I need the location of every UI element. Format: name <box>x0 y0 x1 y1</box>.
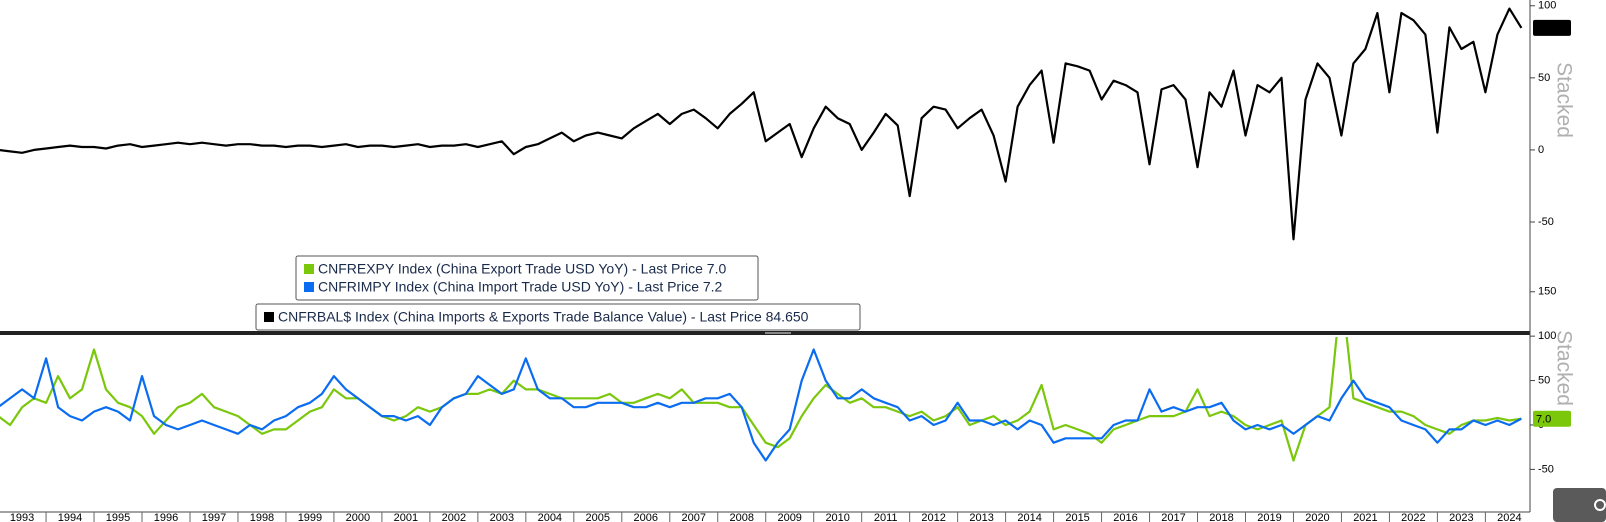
x-tick-label: 2016 <box>1113 512 1137 522</box>
x-tick-label: 1998 <box>250 512 274 522</box>
x-tick-label: 2024 <box>1497 512 1521 522</box>
last-price-label: 84.650 <box>1536 23 1570 35</box>
x-tick-label: 2005 <box>586 512 610 522</box>
x-tick-label: 1996 <box>154 512 178 522</box>
last-price-box <box>1533 19 1571 36</box>
tab-icon[interactable] <box>1553 488 1606 522</box>
x-tick-label: 2017 <box>1161 512 1185 522</box>
x-tick-label: 1994 <box>58 512 82 522</box>
x-tick-label: 2013 <box>969 512 993 522</box>
x-tick-label: 2019 <box>1257 512 1281 522</box>
series-line <box>0 7 1523 241</box>
legend-swatch <box>264 312 274 322</box>
last-price-label: 7.0 <box>1536 414 1551 426</box>
x-tick-label: 2008 <box>729 512 753 522</box>
x-tick-label: 2014 <box>1017 512 1041 522</box>
x-tick-label: 2002 <box>442 512 466 522</box>
y-tick-label: 150 <box>1538 286 1556 298</box>
x-tick-label: 2012 <box>921 512 945 522</box>
x-tick-label: 2010 <box>825 512 849 522</box>
y-tick-label: -50 <box>1538 216 1554 228</box>
x-tick-label: 2006 <box>634 512 658 522</box>
legend-label: CNFRBAL$ Index (China Imports & Exports … <box>278 309 809 325</box>
legend-label: CNFREXPY Index (China Export Trade USD Y… <box>318 261 726 277</box>
x-tick-label: 2023 <box>1449 512 1473 522</box>
x-tick-label: 2004 <box>538 512 562 522</box>
x-tick-label: 2018 <box>1209 512 1233 522</box>
x-tick-label: 2007 <box>682 512 706 522</box>
x-tick-label: 2009 <box>777 512 801 522</box>
legend-swatch <box>304 264 314 274</box>
legend-box <box>295 255 759 301</box>
separator-grip <box>765 332 791 334</box>
tab-icon-glyph <box>1594 499 1606 511</box>
x-tick-label: 1995 <box>106 512 130 522</box>
legend-label: CNFRIMPY Index (China Import Trade USD Y… <box>318 279 723 295</box>
series-line <box>0 348 1522 462</box>
x-tick-label: 2015 <box>1065 512 1089 522</box>
axis-label: Stacked <box>1552 330 1575 406</box>
x-tick-label: 2000 <box>346 512 370 522</box>
y-tick-label: 100 <box>1538 0 1556 12</box>
x-tick-label: 1997 <box>202 512 226 522</box>
x-tick-label: 1999 <box>298 512 322 522</box>
y-tick-label: 0 <box>1538 144 1544 156</box>
x-tick-label: 2021 <box>1353 512 1377 522</box>
y-tick-label: 100 <box>1538 330 1556 342</box>
legend-swatch <box>304 282 314 292</box>
x-tick-label: 2022 <box>1401 512 1425 522</box>
axis-label: Stacked <box>1552 62 1575 138</box>
x-tick-label: 2001 <box>394 512 418 522</box>
y-tick-label: 50 <box>1538 374 1550 386</box>
legend-box <box>255 303 861 331</box>
x-tick-label: 1993 <box>10 512 34 522</box>
y-tick-label: -50 <box>1538 463 1554 475</box>
y-tick-label: 50 <box>1538 72 1550 84</box>
x-tick-label: 2020 <box>1305 512 1329 522</box>
x-tick-label: 2003 <box>490 512 514 522</box>
last-price-box <box>1533 410 1571 427</box>
x-tick-label: 2011 <box>874 512 898 522</box>
